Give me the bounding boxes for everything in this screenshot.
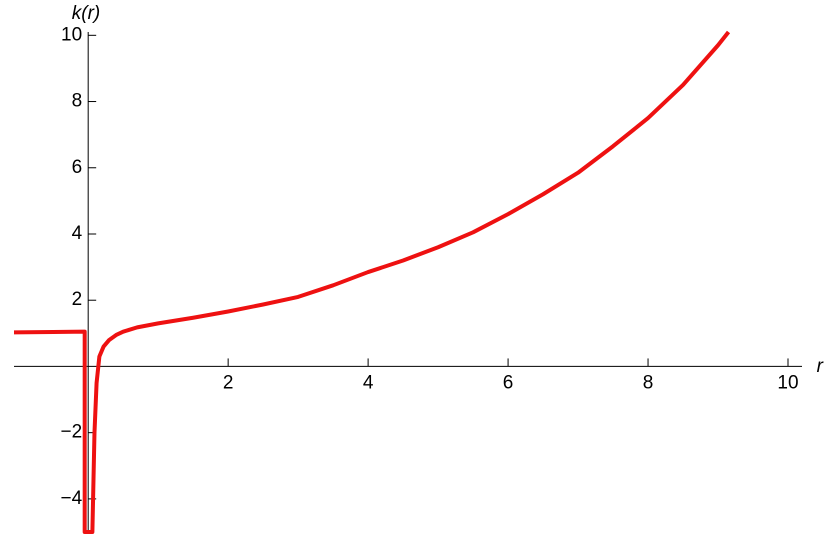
x-axis-label: r bbox=[817, 356, 824, 377]
y-tick-label: 6 bbox=[72, 157, 83, 178]
x-tick-label: 6 bbox=[503, 372, 514, 393]
x-tick-label: 10 bbox=[777, 372, 798, 393]
y-tick-label: 4 bbox=[72, 223, 83, 244]
y-tick-label: 10 bbox=[61, 24, 82, 45]
y-tick-label: 8 bbox=[72, 91, 83, 112]
y-tick-label: −2 bbox=[61, 422, 83, 443]
y-tick-label: 2 bbox=[72, 289, 83, 310]
y-axis-label: k(r) bbox=[72, 3, 100, 24]
y-tick-label: −4 bbox=[61, 488, 83, 509]
x-tick-label: 2 bbox=[223, 372, 234, 393]
data-line bbox=[13, 30, 731, 534]
x-tick-label: 4 bbox=[363, 372, 374, 393]
x-tick-label: 8 bbox=[643, 372, 654, 393]
